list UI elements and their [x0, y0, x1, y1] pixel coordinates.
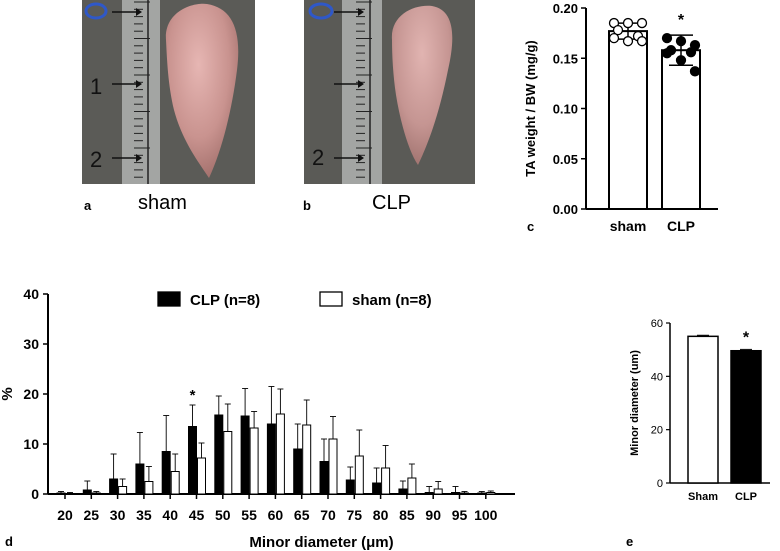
ruler-strip: [122, 0, 160, 184]
ruler-arrow-head: [358, 80, 364, 88]
y-tick-label: 0.00: [553, 202, 578, 217]
x-tick-label: 45: [189, 507, 205, 523]
y-tick-label: 20: [23, 386, 39, 402]
photo-sham-muscle: 1 2 0: [82, 0, 255, 184]
data-point: [675, 55, 687, 66]
ruler-arrow-head: [358, 154, 364, 162]
photo-sham-drawing: 1 2 0: [82, 0, 255, 184]
y-tick-label: 0.05: [553, 152, 578, 167]
caption-sham: sham: [138, 192, 187, 214]
y-tick-label: 30: [23, 336, 39, 352]
panel-letter-b: b: [303, 198, 311, 213]
legend-label-sham: sham (n=8): [352, 292, 432, 309]
x-tick-label: sham: [610, 218, 647, 234]
significance-star: *: [190, 387, 196, 404]
data-point: [661, 33, 673, 44]
panel-letter-e: e: [626, 534, 634, 549]
ruler-label-2: 2: [90, 147, 102, 172]
x-tick-label: 25: [84, 507, 100, 523]
blue-marker-ring: [308, 2, 334, 20]
significance-star: *: [743, 330, 750, 347]
y-tick-label: 40: [651, 371, 663, 383]
x-tick-label: 60: [268, 507, 284, 523]
y-tick-label: 0: [657, 478, 663, 490]
panel-letter-a: a: [84, 198, 92, 213]
ruler-arrow-head: [136, 80, 142, 88]
data-point: [622, 36, 634, 47]
x-tick-label: 75: [347, 507, 363, 523]
x-tick-label: 30: [110, 507, 126, 523]
x-tick-label: 85: [399, 507, 415, 523]
data-point: [661, 48, 673, 59]
photo-clp-muscle: 0 2: [304, 0, 475, 184]
sham-muscle-tissue: [165, 3, 239, 178]
x-tick-label: 40: [162, 507, 178, 523]
y-tick-label: 0.10: [553, 102, 578, 117]
ruler-arrow-head: [136, 154, 142, 162]
x-tick-label: 70: [320, 507, 336, 523]
y-tick-label: 10: [23, 436, 39, 452]
legend-swatch-sham: [319, 291, 343, 307]
x-tick-label: 50: [215, 507, 231, 523]
bar-CLP: [730, 349, 762, 484]
data-point: [685, 47, 697, 58]
x-tick-label: 100: [474, 507, 498, 523]
y-tick-label: 0.15: [553, 51, 578, 66]
data-point: [612, 24, 624, 36]
photo-clp-drawing: 0 2: [304, 0, 475, 184]
ruler-arrow-head: [136, 8, 142, 16]
panel-letter-d: d: [5, 534, 13, 549]
x-tick-label: 55: [241, 507, 257, 523]
x-tick-label: CLP: [735, 491, 757, 503]
data-point: [675, 36, 687, 47]
y-axis-label: TA weight / BW (mg/g): [523, 40, 538, 176]
data-point: [622, 17, 634, 29]
y-tick-label: 40: [23, 286, 39, 302]
y-axis-label: Minor diameter (um): [629, 350, 641, 456]
bar-CLP: [661, 49, 701, 210]
significance-star: *: [678, 12, 685, 29]
x-tick-label: CLP: [667, 218, 695, 234]
data-point: [636, 17, 648, 29]
x-tick-label: 95: [452, 507, 468, 523]
ruler-ticks: [334, 0, 372, 184]
data-point: [636, 36, 648, 47]
x-tick-label: 20: [57, 507, 73, 523]
caption-clp: CLP: [372, 192, 411, 214]
x-tick-label: 65: [294, 507, 310, 523]
ruler-arrow-head: [358, 8, 364, 16]
ruler-label-1: 1: [90, 74, 102, 99]
blue-marker-ring: [84, 2, 108, 20]
y-axis-label: %: [0, 387, 16, 400]
clp-muscle-tissue: [391, 5, 453, 165]
x-tick-label: 35: [136, 507, 152, 523]
panel-letter-c: c: [527, 219, 535, 234]
y-tick-label: 60: [651, 318, 663, 330]
x-axis-label: Minor diameter (μm): [249, 534, 393, 551]
x-tick-label: 80: [373, 507, 389, 523]
ruler-ticks: [112, 0, 150, 184]
y-tick-label: 20: [651, 425, 663, 437]
legend-swatch-clp: [157, 291, 181, 307]
ruler-strip: [342, 0, 382, 184]
x-tick-label: Sham: [688, 491, 718, 503]
ruler-label-2: 2: [312, 145, 324, 170]
bar-Sham: [687, 335, 719, 484]
y-tick-label: 0: [31, 486, 39, 502]
data-point: [689, 66, 701, 77]
legend-label-clp: CLP (n=8): [190, 292, 260, 309]
y-tick-label: 0.20: [553, 1, 578, 16]
data-point: [608, 33, 620, 44]
x-tick-label: 90: [425, 507, 441, 523]
